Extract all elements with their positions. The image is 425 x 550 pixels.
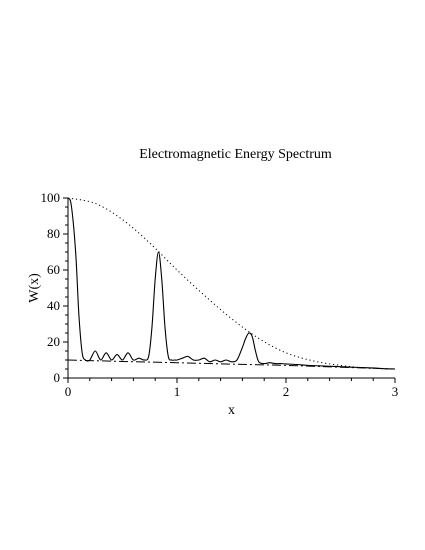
series-line-solid xyxy=(67,197,396,370)
series-line-dashdot xyxy=(67,359,396,370)
axes xyxy=(67,198,395,379)
y-tick-label: 20 xyxy=(47,334,60,349)
y-tick-label: 80 xyxy=(47,226,60,241)
series-line-dotted xyxy=(67,197,396,370)
y-tick-label: 0 xyxy=(54,370,61,385)
y-tick-label: 40 xyxy=(47,298,60,313)
chart-title: Electromagnetic Energy Spectrum xyxy=(139,147,332,162)
x-tick-label: 3 xyxy=(392,384,399,399)
ticks: 0 1 2 3 0 20 40 60 80 100 xyxy=(41,190,399,399)
y-axis-label: W(x) xyxy=(27,273,42,303)
x-tick-label: 2 xyxy=(283,384,290,399)
series-lines xyxy=(67,197,396,370)
x-tick-label: 0 xyxy=(65,384,72,399)
x-axis-label: x xyxy=(228,403,235,418)
y-tick-label: 100 xyxy=(41,190,61,205)
x-tick-label: 1 xyxy=(174,384,181,399)
y-tick-label: 60 xyxy=(47,262,60,277)
